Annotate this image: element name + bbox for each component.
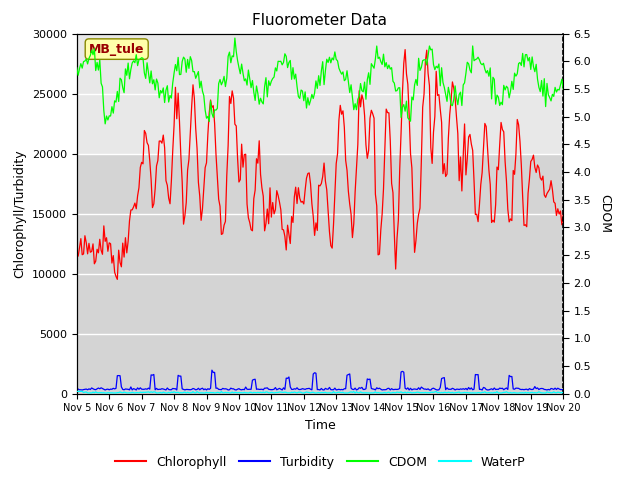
Text: MB_tule: MB_tule — [89, 43, 145, 56]
Title: Fluorometer Data: Fluorometer Data — [253, 13, 387, 28]
X-axis label: Time: Time — [305, 419, 335, 432]
Y-axis label: Chlorophyll/Turbidity: Chlorophyll/Turbidity — [13, 149, 26, 278]
Bar — [77, 34, 563, 154]
Y-axis label: CDOM: CDOM — [598, 194, 611, 233]
Legend: Chlorophyll, Turbidity, CDOM, WaterP: Chlorophyll, Turbidity, CDOM, WaterP — [109, 451, 531, 474]
